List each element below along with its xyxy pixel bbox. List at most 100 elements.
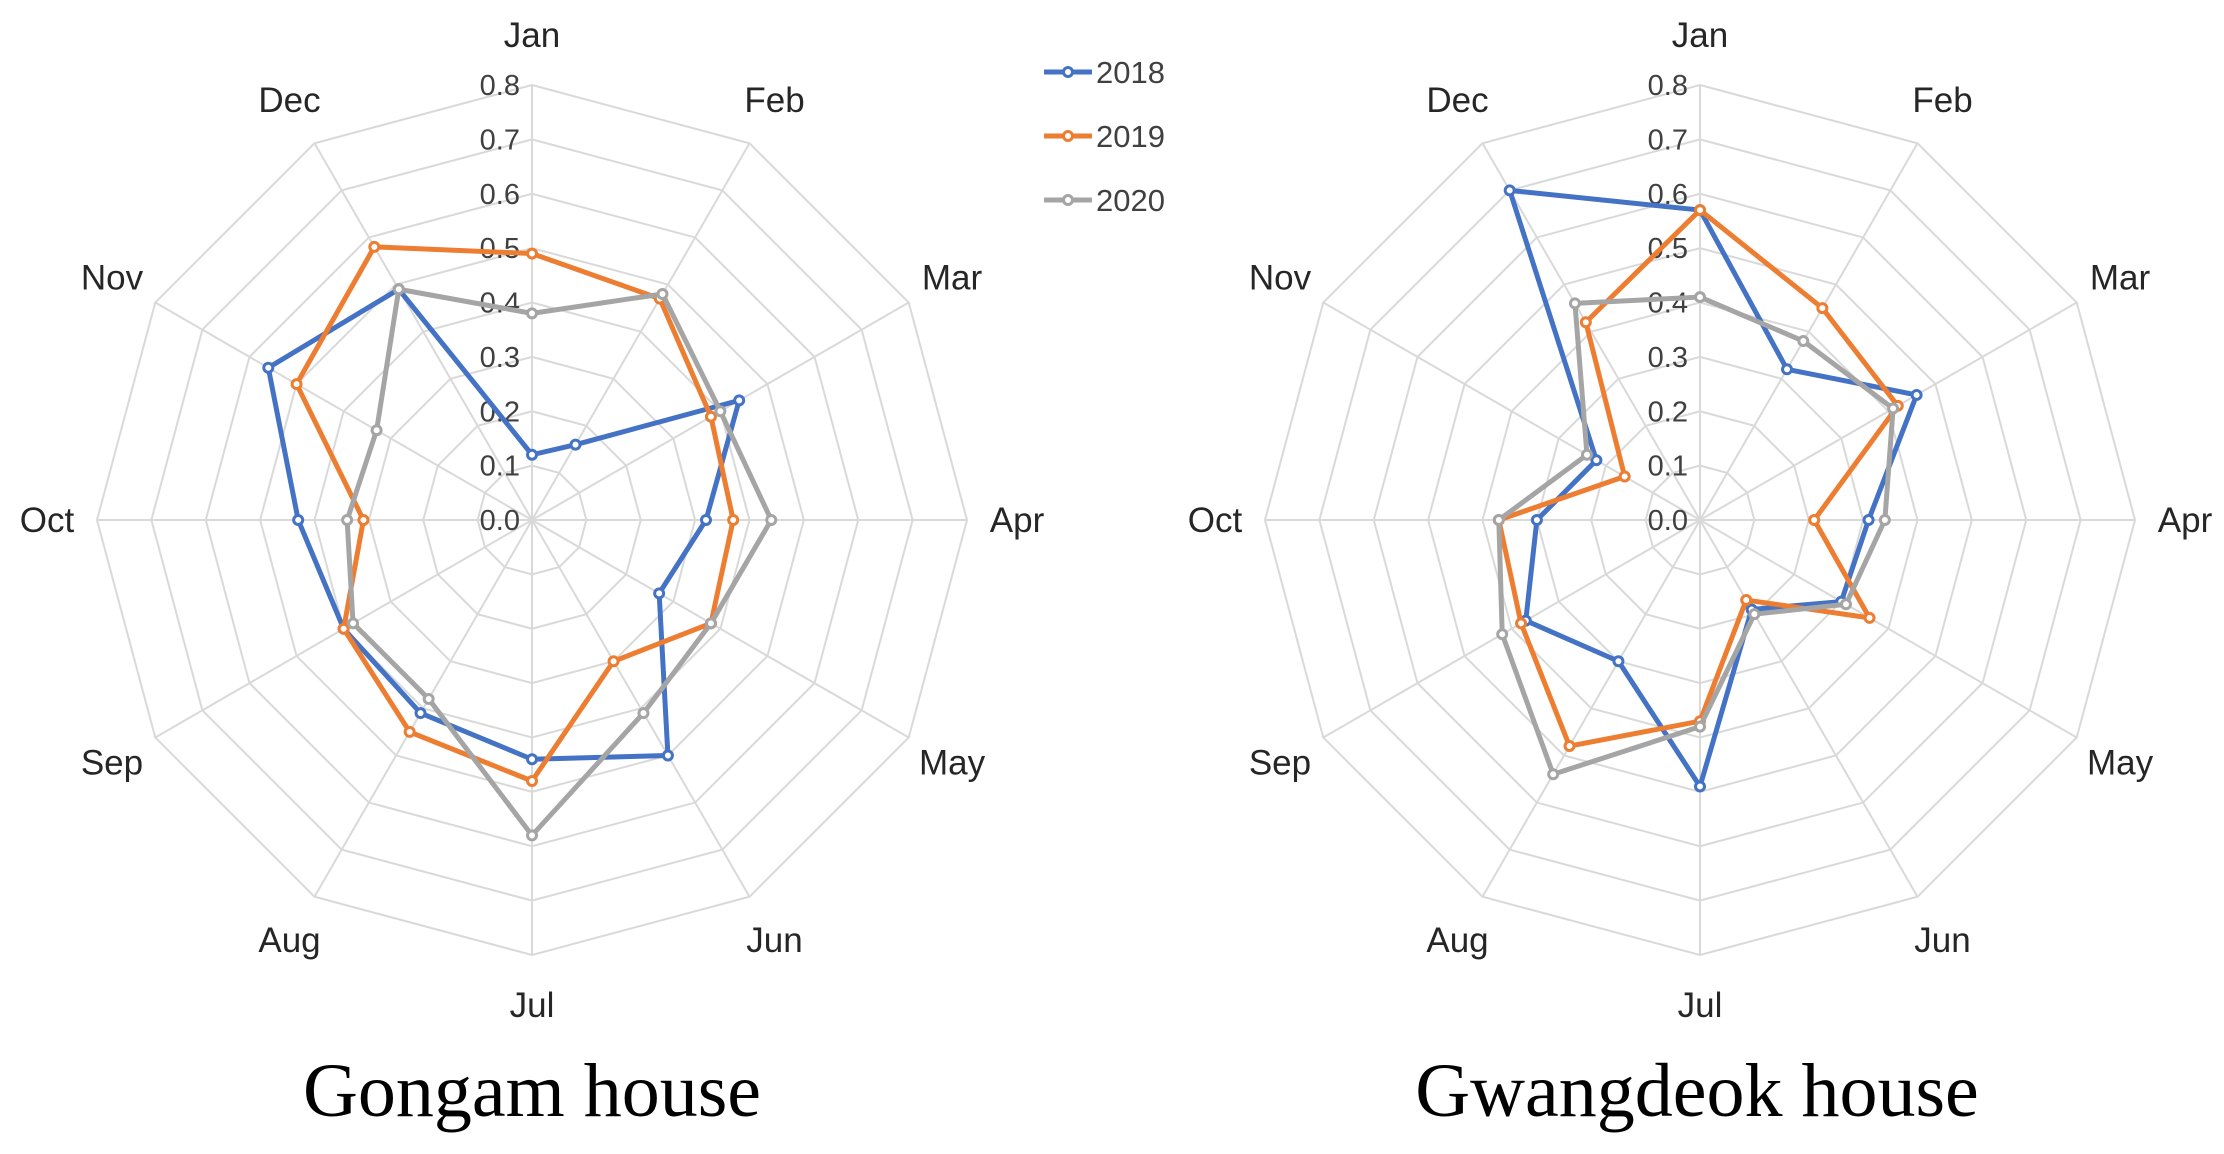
tick-label: 0.7 xyxy=(480,124,520,156)
data-point-2020-aug xyxy=(422,692,435,705)
data-point-2020-oct xyxy=(341,514,354,526)
data-point-2018-feb xyxy=(569,438,582,451)
data-point-2020-jun xyxy=(1748,608,1761,621)
data-point-2019-feb xyxy=(1816,302,1829,315)
category-label-jul: Jul xyxy=(510,986,555,1025)
data-point-2018-jul xyxy=(1694,780,1706,793)
spoke-line xyxy=(154,301,533,521)
category-label-feb: Feb xyxy=(1912,81,1972,120)
data-point-2018-jul xyxy=(526,753,538,766)
legend-label-2020: 2020 xyxy=(1096,183,1165,218)
category-label-feb: Feb xyxy=(744,81,804,120)
tick-label: 0.2 xyxy=(1648,396,1688,428)
data-point-2018-oct xyxy=(1530,514,1543,526)
series-line-2020 xyxy=(344,286,774,838)
category-label-jun: Jun xyxy=(746,921,802,960)
tick-label: 0.3 xyxy=(1648,342,1688,374)
data-point-2018-jun xyxy=(661,749,674,762)
chart-title-gwangdeok: Gwangdeok house xyxy=(1415,1049,1979,1133)
radar-chart-gwangdeok: 0.00.10.20.30.40.50.60.70.8JanFebMarAprM… xyxy=(1188,16,2213,1025)
data-point-2020-nov xyxy=(370,424,383,437)
spoke-line xyxy=(1699,519,2078,739)
data-point-2019-sep xyxy=(337,622,350,635)
tick-label: 0.7 xyxy=(1648,124,1688,156)
data-point-2020-jan xyxy=(526,307,538,320)
category-label-may: May xyxy=(2087,744,2154,783)
data-point-2020-jul xyxy=(1694,720,1706,733)
legend-label-2018: 2018 xyxy=(1096,55,1165,90)
data-point-2018-mar xyxy=(1910,388,1923,401)
category-label-sep: Sep xyxy=(81,744,143,783)
category-label-dec: Dec xyxy=(1426,81,1488,120)
data-point-2018-apr xyxy=(700,514,712,526)
spoke-line xyxy=(313,142,533,521)
data-point-2020-jul xyxy=(526,829,538,842)
data-point-2020-jan xyxy=(1694,291,1706,304)
tick-label: 0.5 xyxy=(480,233,520,265)
data-point-2020-apr xyxy=(765,514,778,526)
data-point-2019-oct xyxy=(357,514,370,526)
data-point-2019-aug xyxy=(403,725,416,738)
data-point-2018-mar xyxy=(733,394,746,407)
category-label-mar: Mar xyxy=(2090,259,2151,298)
radar-chart-gongam: 0.00.10.20.30.40.50.60.70.8JanFebMarAprM… xyxy=(20,16,1045,1025)
data-point-2020-sep xyxy=(347,617,360,630)
data-point-2020-mar xyxy=(1887,402,1900,415)
category-label-mar: Mar xyxy=(922,259,983,298)
category-label-aug: Aug xyxy=(258,921,320,960)
series-line-2020 xyxy=(1496,294,1896,777)
category-label-dec: Dec xyxy=(258,81,320,120)
spoke-line xyxy=(1481,142,1701,521)
data-point-2019-apr xyxy=(1808,514,1821,526)
spoke-line xyxy=(1699,142,1919,521)
category-label-nov: Nov xyxy=(1249,259,1312,298)
category-label-apr: Apr xyxy=(990,501,1045,540)
category-label-jan: Jan xyxy=(504,16,560,55)
data-point-2018-nov xyxy=(262,361,275,374)
tick-label: 0.1 xyxy=(1648,451,1688,483)
data-point-2019-dec xyxy=(1579,316,1592,329)
spoke-line xyxy=(1481,519,1701,898)
category-label-apr: Apr xyxy=(2158,501,2213,540)
legend-marker-2019 xyxy=(1062,130,1074,142)
category-label-jan: Jan xyxy=(1672,16,1728,55)
tick-label: 0.0 xyxy=(1648,505,1688,537)
category-label-sep: Sep xyxy=(1249,744,1311,783)
legend-marker-2018 xyxy=(1062,66,1074,78)
data-point-2019-mar xyxy=(704,410,717,423)
data-point-2018-aug xyxy=(1612,655,1625,668)
tick-label: 0.8 xyxy=(480,70,520,102)
tick-label: 0.1 xyxy=(480,451,520,483)
tick-label: 0.3 xyxy=(480,342,520,374)
legend: 2018 2019 2020 xyxy=(1044,55,1165,218)
data-point-2018-may xyxy=(653,587,666,600)
data-point-2020-feb xyxy=(656,287,669,300)
data-point-2019-dec xyxy=(368,240,381,253)
data-point-2019-jun xyxy=(1740,594,1753,607)
data-point-2019-nov xyxy=(290,378,303,391)
data-point-2018-apr xyxy=(1862,514,1875,526)
category-label-may: May xyxy=(919,744,986,783)
data-point-2019-jun xyxy=(607,655,620,668)
tick-label: 0.4 xyxy=(1648,288,1688,320)
tick-label: 0.0 xyxy=(480,505,520,537)
data-point-2018-aug xyxy=(414,707,427,720)
data-point-2018-dec xyxy=(1503,184,1516,197)
category-label-jun: Jun xyxy=(1914,921,1970,960)
data-point-2019-jan xyxy=(526,247,538,260)
category-label-oct: Oct xyxy=(1188,501,1243,540)
data-point-2018-feb xyxy=(1781,363,1793,376)
data-point-2020-nov xyxy=(1580,448,1593,461)
data-point-2018-nov xyxy=(1590,454,1603,467)
data-point-2019-may xyxy=(1863,611,1876,624)
data-point-2020-dec xyxy=(392,283,405,296)
data-point-2020-oct xyxy=(1492,514,1505,526)
data-point-2018-jan xyxy=(526,448,538,461)
data-point-2020-aug xyxy=(1547,768,1560,781)
data-point-2020-may xyxy=(704,617,717,630)
data-point-2020-may xyxy=(1839,598,1852,611)
data-point-2019-aug xyxy=(1563,740,1576,753)
spoke-line xyxy=(531,519,910,739)
legend-label-2019: 2019 xyxy=(1096,119,1165,154)
